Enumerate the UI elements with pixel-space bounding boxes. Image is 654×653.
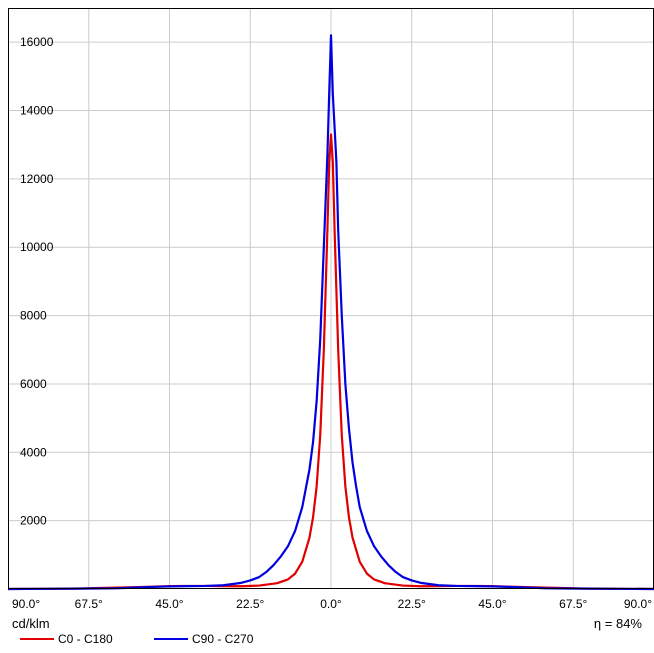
y-tick-label: 10000 [20, 240, 54, 254]
legend-item-c0-c180: C0 - C180 [20, 632, 113, 646]
x-tick-label: 67.5° [559, 597, 587, 611]
legend-label: C90 - C270 [192, 632, 254, 646]
efficiency-label: η = 84% [593, 616, 642, 631]
y-tick-label: 12000 [20, 172, 54, 186]
legend-swatch-blue [154, 638, 188, 640]
y-tick-label: 4000 [20, 445, 47, 459]
x-tick-label: 45.0° [155, 597, 183, 611]
x-tick-labels: 90.0° 67.5° 45.0° 22.5° 0.0° 22.5° 45.0° 67.5° 9… [12, 597, 652, 611]
y-tick-label: 6000 [20, 377, 47, 391]
y-tick-labels: 2000 4000 6000 8000 10000 12000 14000 16000 [20, 35, 54, 527]
y-tick-label: 8000 [20, 309, 47, 323]
legend-swatch-red [20, 638, 54, 640]
grid-lines [8, 8, 654, 589]
x-tick-label: 45.0° [478, 597, 506, 611]
x-tick-label: 22.5° [236, 597, 264, 611]
y-tick-label: 14000 [20, 104, 54, 118]
y-tick-label: 2000 [20, 514, 47, 528]
x-tick-label: 0.0° [320, 597, 342, 611]
legend-item-c90-c270: C90 - C270 [154, 632, 253, 646]
x-tick-label: 90.0° [624, 597, 652, 611]
legend-label: C0 - C180 [58, 632, 113, 646]
x-tick-label: 90.0° [12, 597, 40, 611]
y-tick-label: 16000 [20, 35, 54, 49]
x-tick-label: 22.5° [398, 597, 426, 611]
series-lines [7, 34, 654, 591]
x-tick-label: 67.5° [75, 597, 103, 611]
series-line-c90-c270 [7, 34, 654, 591]
y-axis-unit-label: cd/klm [12, 616, 50, 631]
